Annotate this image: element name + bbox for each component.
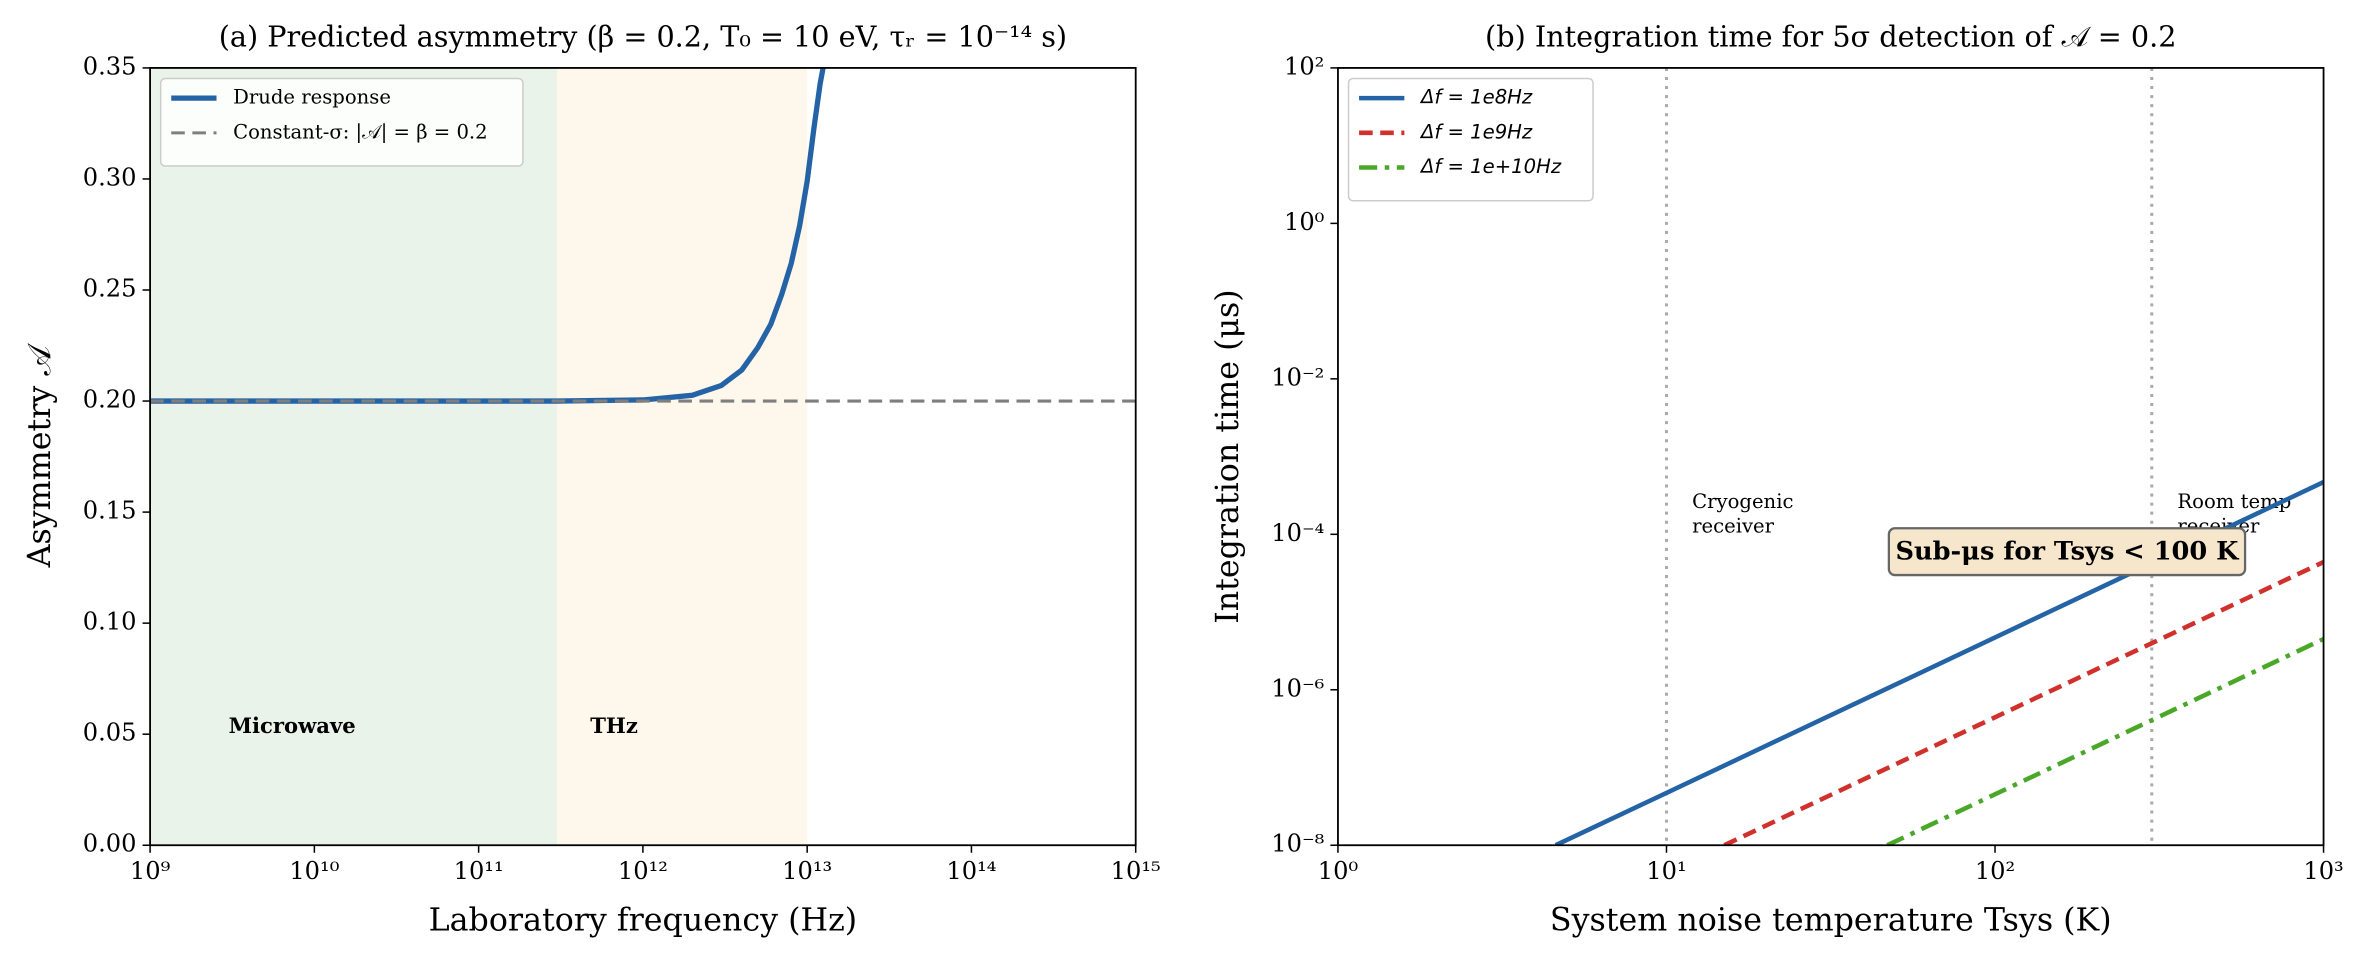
series-line [1554, 480, 2324, 846]
y-tick-label: 0.15 [83, 497, 137, 525]
legend-box [1347, 77, 1594, 202]
reference-label: Cryogenic [1692, 490, 1793, 513]
x-tick-label: 10¹⁴ [946, 857, 996, 885]
legend-label: Drude response [233, 86, 391, 109]
x-tick-label: 10³ [2303, 857, 2343, 885]
x-axis-label: System noise temperature Tsys (K) [1550, 903, 2112, 939]
x-tick-label: 10¹ [1646, 857, 1686, 885]
x-tick-label: 10⁹ [130, 857, 171, 885]
region [557, 67, 808, 846]
x-tick-label: 10⁰ [1318, 857, 1359, 885]
legend-label: Δf = 1e8Hz [1419, 86, 1533, 109]
x-axis-label: Laboratory frequency (Hz) [429, 903, 858, 939]
y-tick-label: 10⁻⁶ [1271, 674, 1324, 702]
y-tick-label: 0.35 [83, 52, 137, 80]
x-tick-label: 10¹¹ [454, 857, 504, 885]
legend-label: Δf = 1e+10Hz [1419, 155, 1562, 178]
chart-title: (a) Predicted asymmetry (β = 0.2, T₀ = 1… [219, 20, 1067, 54]
y-tick-label: 0.00 [83, 830, 137, 858]
region-label: THz [590, 713, 638, 738]
y-tick-label: 10² [1284, 52, 1324, 80]
y-tick-label: 0.10 [83, 608, 137, 636]
y-tick-label: 0.30 [83, 163, 137, 191]
series-line [1886, 636, 2324, 846]
y-tick-label: 0.20 [83, 386, 137, 414]
y-tick-label: 10⁻² [1271, 363, 1324, 391]
y-axis-label: Integration time (μs) [1210, 289, 1246, 623]
x-tick-label: 10¹² [618, 857, 668, 885]
x-tick-label: 10² [1975, 857, 2015, 885]
region [150, 67, 558, 846]
y-tick-label: 0.25 [83, 275, 137, 303]
annotation: Sub-μs for Tsys < 100 K [1895, 536, 2240, 566]
y-tick-label: 10⁻⁸ [1271, 830, 1324, 858]
y-tick-label: 0.05 [83, 719, 137, 747]
x-tick-label: 10¹⁵ [1111, 857, 1161, 885]
y-tick-label: 10⁻⁴ [1271, 519, 1324, 547]
legend-label: Constant-σ: |𝒜| = β = 0.2 [233, 120, 488, 144]
annotation-box [1887, 527, 2247, 577]
legend-label: Δf = 1e9Hz [1419, 120, 1533, 143]
y-tick-label: 10⁰ [1284, 208, 1325, 236]
reference-label: Room temp [2177, 490, 2291, 513]
x-tick-label: 10¹³ [782, 857, 832, 885]
plot-frame [1337, 67, 2325, 847]
region-label: Microwave [229, 713, 356, 738]
chart-title: (b) Integration time for 5σ detection of… [1485, 20, 2176, 54]
reference-label: receiver [1692, 514, 1775, 537]
y-axis-label: Asymmetry 𝒜 [22, 342, 58, 569]
x-tick-label: 10¹⁰ [289, 857, 339, 885]
legend-box [159, 77, 524, 167]
series-line [1723, 559, 2324, 846]
